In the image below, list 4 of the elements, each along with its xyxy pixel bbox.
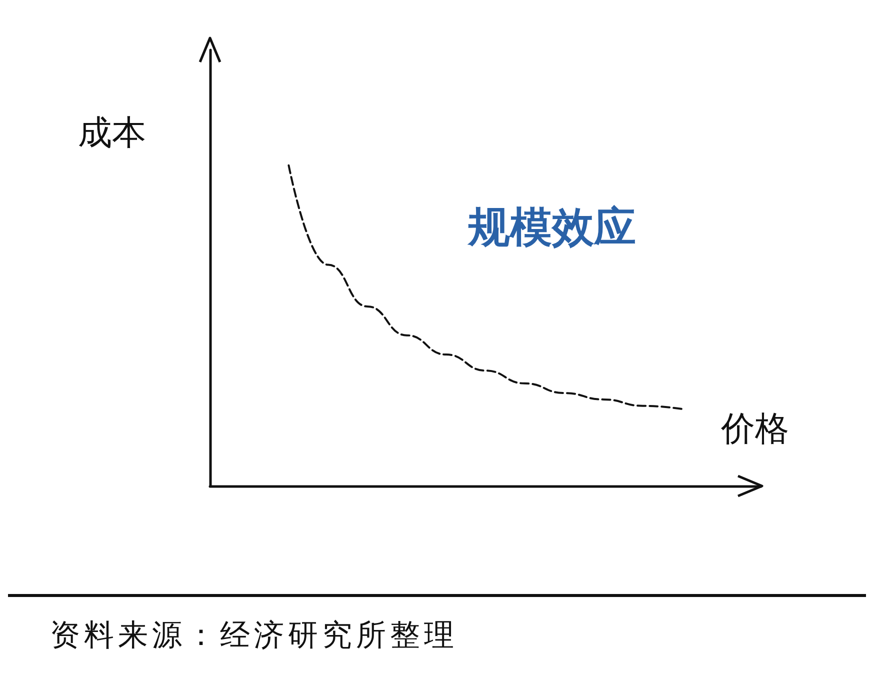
text: 资料来源：经济研究所整理	[8, 594, 866, 656]
y-axis-title: 成本	[78, 113, 146, 153]
x-axis-title: 价格	[720, 409, 789, 449]
annotation: 规模效应	[467, 202, 636, 252]
